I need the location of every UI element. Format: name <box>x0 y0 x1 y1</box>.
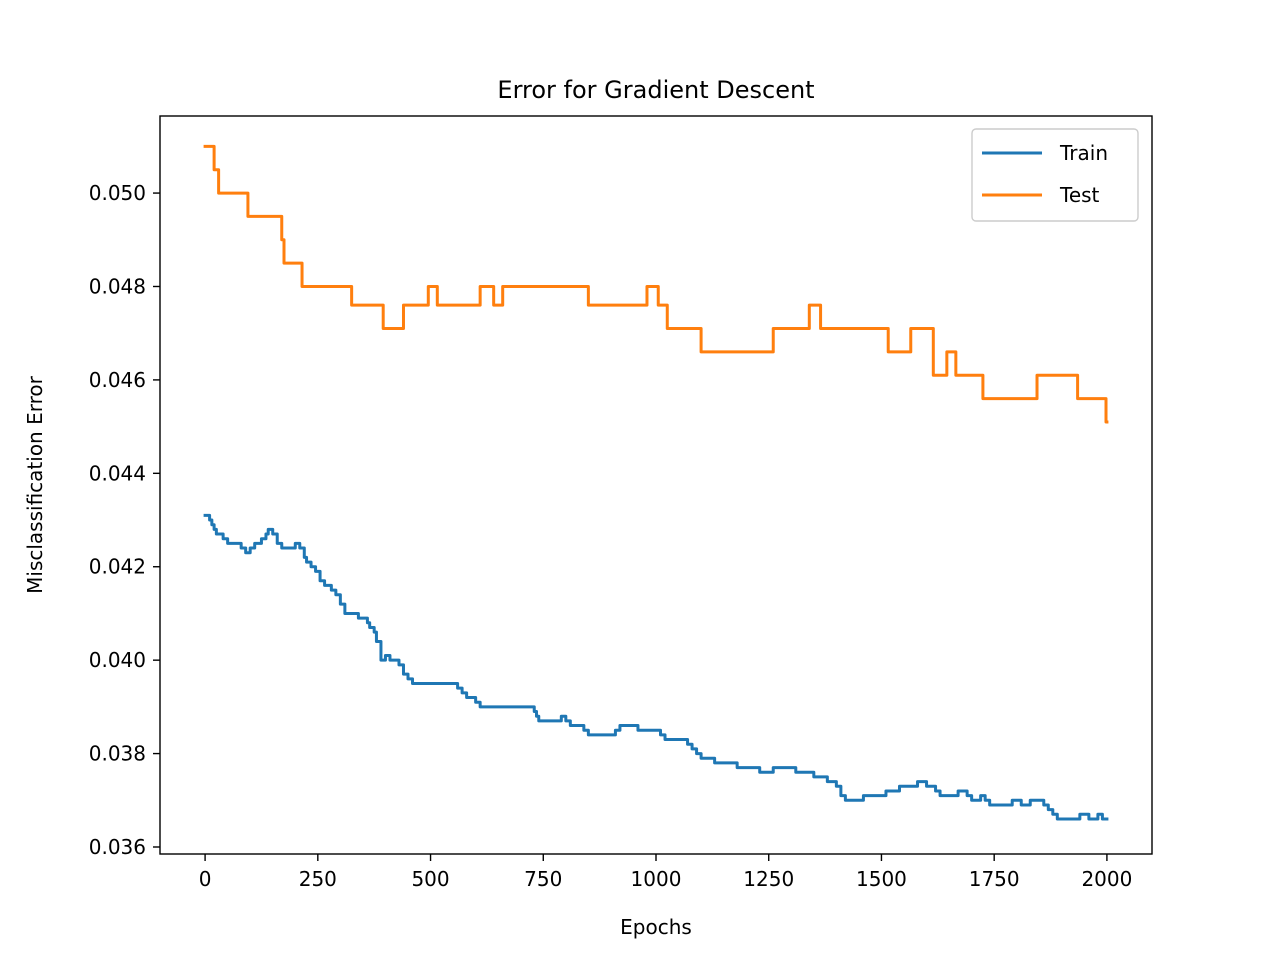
y-axis-label: Misclassification Error <box>23 375 47 593</box>
x-axis-label: Epochs <box>620 915 692 939</box>
y-tick-label: 0.048 <box>89 274 146 298</box>
legend-label-train: Train <box>1059 141 1108 165</box>
x-tick-label: 1500 <box>856 867 907 891</box>
y-tick-label: 0.046 <box>89 368 146 392</box>
x-tick-label: 2000 <box>1081 867 1132 891</box>
y-tick-label: 0.040 <box>89 648 146 672</box>
series-line-test <box>203 144 1109 424</box>
x-axis: 0 250 500 750 1000 1250 1500 1750 2000 <box>199 854 1132 891</box>
y-tick-label: 0.050 <box>89 181 146 205</box>
series-line-train <box>203 513 1109 821</box>
chart-title: Error for Gradient Descent <box>497 76 814 104</box>
y-tick-label: 0.038 <box>89 742 146 766</box>
x-tick-label: 1000 <box>631 867 682 891</box>
series-layer <box>203 144 1109 821</box>
legend-label-test: Test <box>1059 183 1100 207</box>
y-tick-label: 0.044 <box>89 461 146 485</box>
x-tick-label: 250 <box>299 867 337 891</box>
y-axis: 0.036 0.038 0.040 0.042 0.044 0.046 0.048 0.050 <box>89 181 160 859</box>
x-tick-label: 1750 <box>969 867 1020 891</box>
x-tick-label: 750 <box>524 867 562 891</box>
x-tick-label: 500 <box>411 867 449 891</box>
axes-background <box>160 116 1152 854</box>
legend: Train Test <box>971 128 1139 222</box>
plot-area <box>159 115 1153 855</box>
y-tick-label: 0.042 <box>89 555 146 579</box>
x-tick-label: 1250 <box>743 867 794 891</box>
x-tick-label: 0 <box>199 867 212 891</box>
legend-box <box>971 128 1139 222</box>
y-tick-label: 0.036 <box>89 835 146 859</box>
